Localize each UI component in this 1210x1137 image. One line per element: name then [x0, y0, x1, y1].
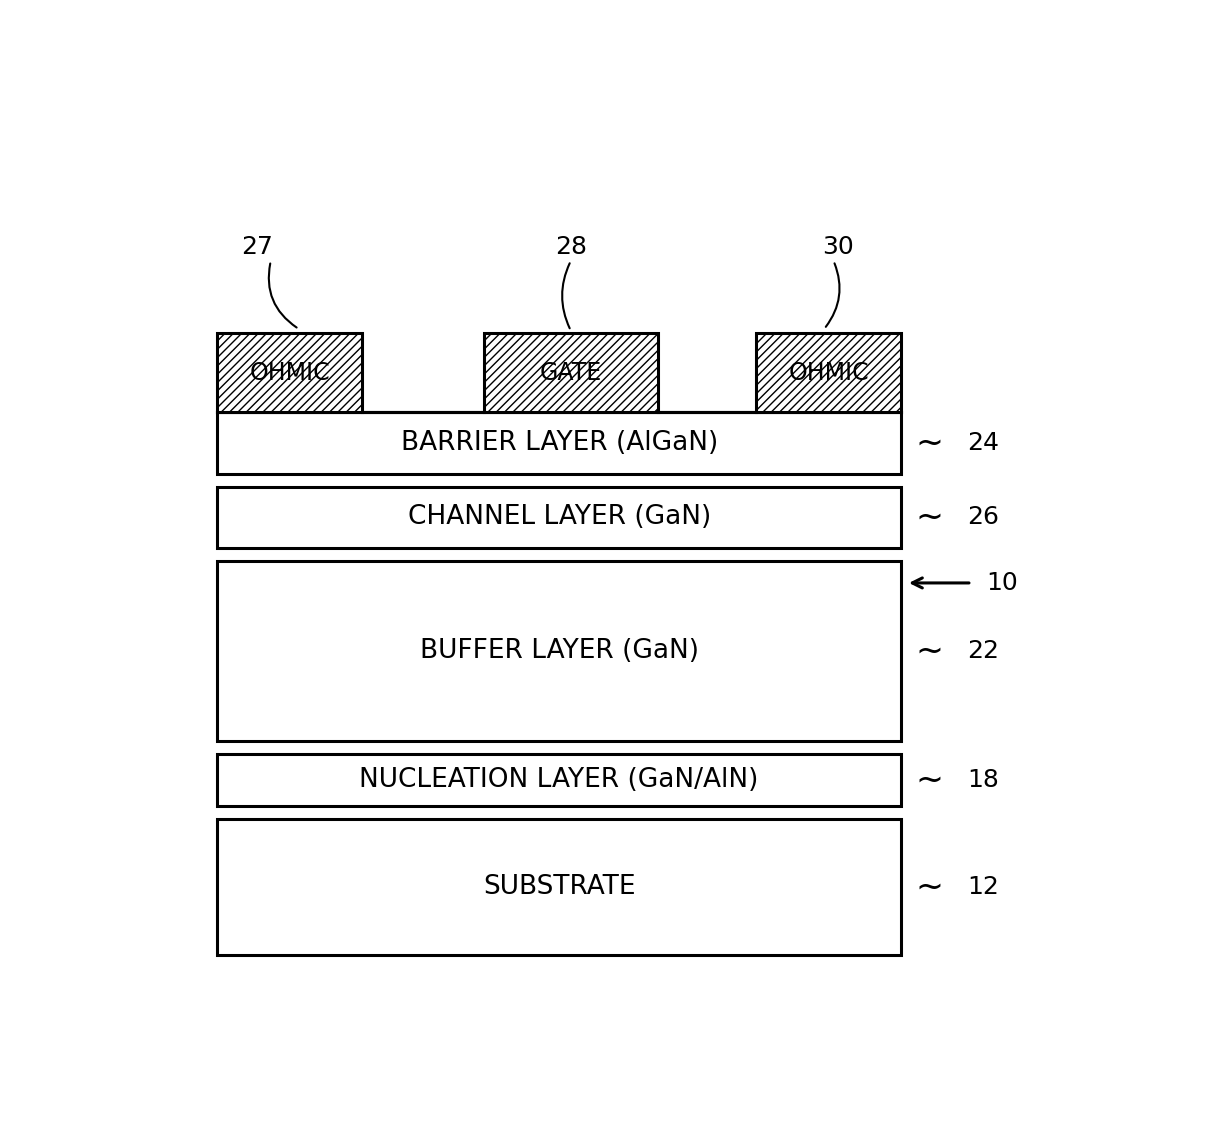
Text: 10: 10 [986, 571, 1018, 595]
Text: ∼: ∼ [916, 763, 944, 796]
Text: 12: 12 [967, 875, 999, 899]
Text: BUFFER LAYER (GaN): BUFFER LAYER (GaN) [420, 638, 698, 664]
Text: NUCLEATION LAYER (GaN/AlN): NUCLEATION LAYER (GaN/AlN) [359, 767, 759, 792]
Bar [756, 333, 901, 413]
Bar [217, 487, 901, 548]
Bar [484, 333, 658, 413]
Text: OHMIC: OHMIC [789, 360, 869, 384]
Text: 24: 24 [967, 431, 999, 455]
Text: CHANNEL LAYER (GaN): CHANNEL LAYER (GaN) [408, 505, 710, 530]
Text: 27: 27 [241, 235, 272, 259]
Text: ∼: ∼ [916, 426, 944, 459]
Bar [217, 561, 901, 740]
Text: ∼: ∼ [916, 871, 944, 904]
Bar [217, 413, 901, 473]
Text: 22: 22 [967, 639, 999, 663]
Bar [217, 754, 901, 806]
Text: SUBSTRATE: SUBSTRATE [483, 874, 635, 901]
Text: 18: 18 [967, 767, 999, 792]
Text: 30: 30 [823, 235, 854, 259]
Text: BARRIER LAYER (AlGaN): BARRIER LAYER (AlGaN) [401, 430, 718, 456]
Bar [217, 333, 362, 413]
Text: GATE: GATE [540, 360, 603, 384]
Text: OHMIC: OHMIC [249, 360, 330, 384]
Text: ∼: ∼ [916, 500, 944, 533]
Text: 28: 28 [555, 235, 587, 259]
Text: ∼: ∼ [916, 634, 944, 667]
Bar [217, 820, 901, 955]
Text: 26: 26 [967, 505, 999, 530]
